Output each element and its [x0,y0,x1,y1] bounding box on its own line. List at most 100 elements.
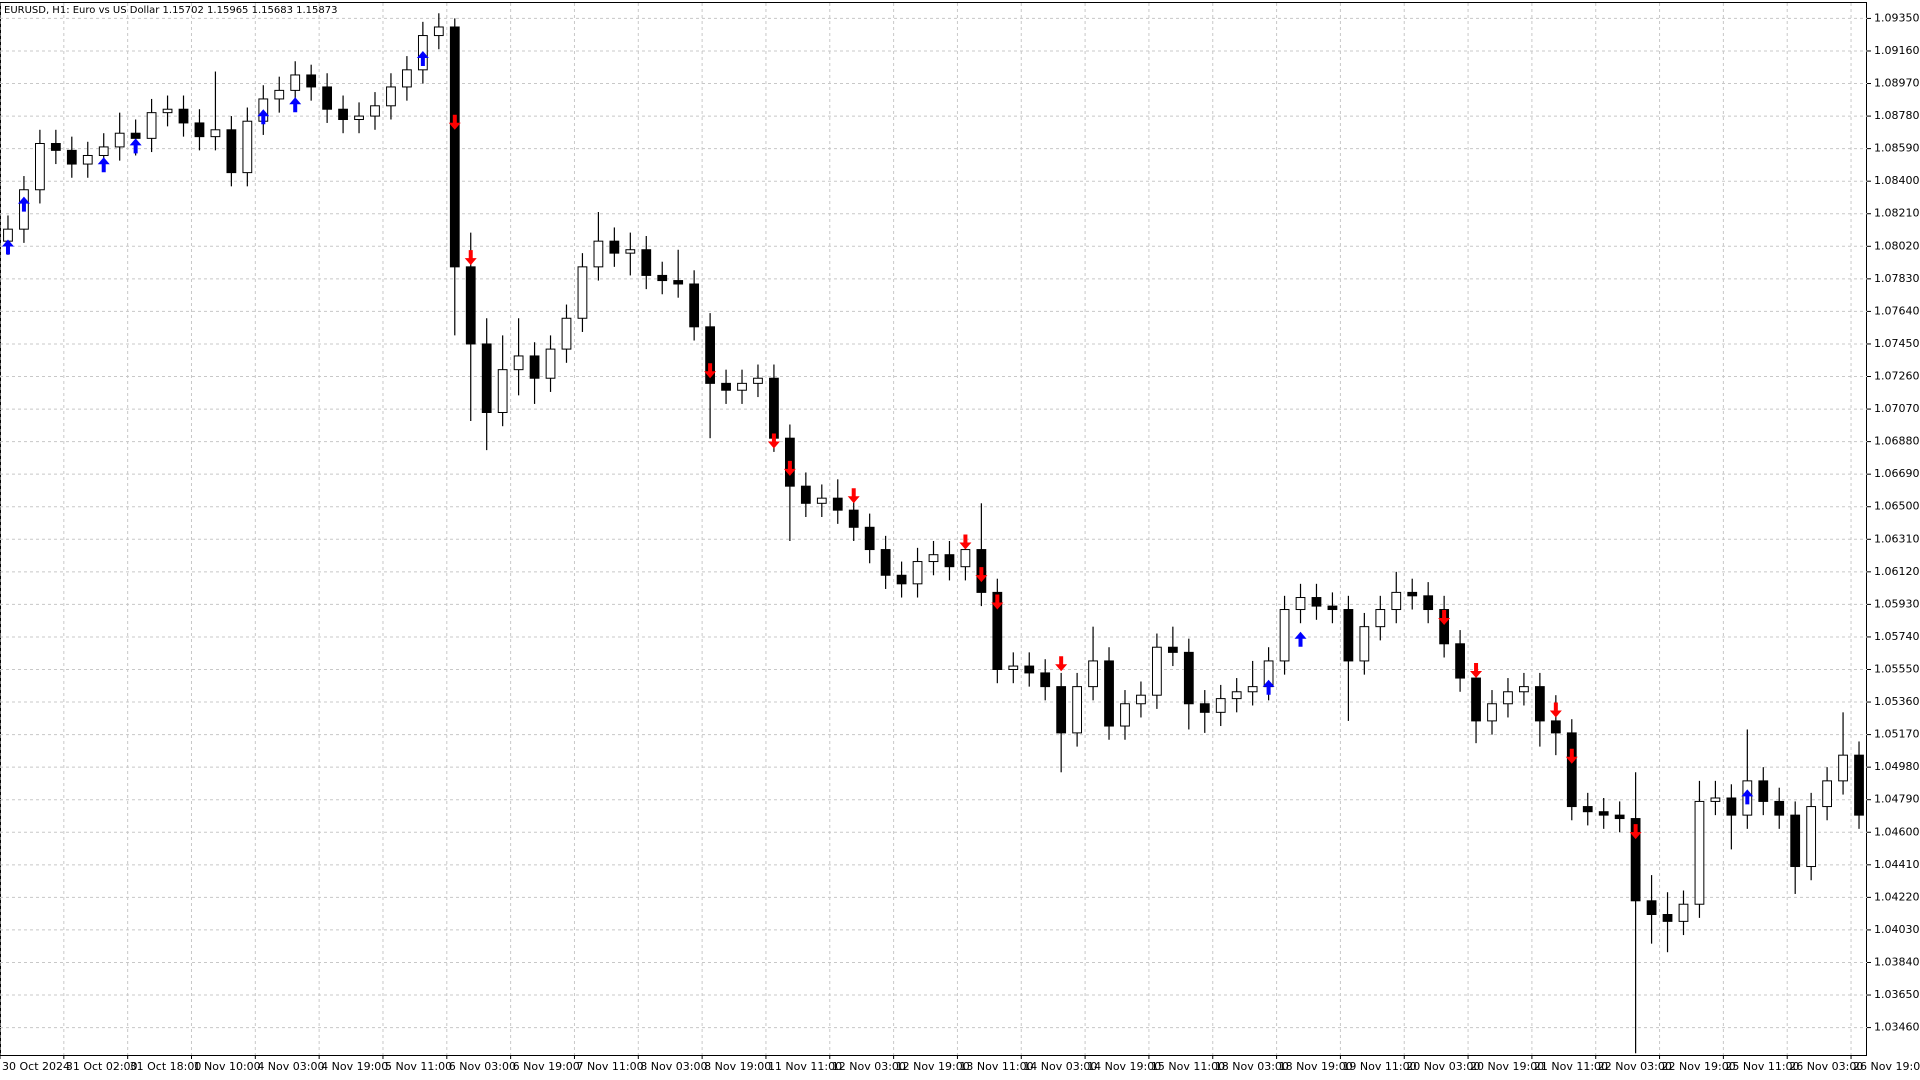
x-tick-label: 25 Nov 11:00 [1725,1060,1799,1073]
grid [0,3,1867,1055]
candle-body [609,240,620,254]
y-tick-label: 1.05360 [1874,695,1920,708]
candle-body [944,554,955,568]
buy-arrow [1741,789,1754,805]
candle-body [130,132,141,139]
x-tick-label: 8 Nov 19:00 [704,1060,771,1073]
y-tick-label: 1.06120 [1874,565,1920,578]
y-tick-label: 1.07830 [1874,272,1920,285]
candle-body [593,240,604,268]
candle-body [274,89,285,100]
candle-body [1311,597,1322,607]
x-tick-label: 22 Nov 03:00 [1598,1060,1672,1073]
x-tick-label: 13 Nov 11:00 [959,1060,1033,1073]
x-tick-label: 11 Nov 11:00 [768,1060,842,1073]
candle-body [657,274,668,282]
candle-body [561,317,572,350]
candle-body [210,129,221,138]
candle-body [98,146,109,156]
candle-body [1391,591,1402,611]
x-tick-label: 7 Nov 11:00 [576,1060,643,1073]
y-tick-label: 1.08780 [1874,109,1920,122]
candle-body [705,326,715,384]
candle-body [1439,609,1450,645]
candle-body [1040,672,1051,688]
candle-body [370,105,380,117]
y-tick-label: 1.05740 [1874,630,1920,643]
candle-body [769,377,779,439]
y-tick-label: 1.05930 [1874,597,1920,610]
y-tick-label: 1.07640 [1874,304,1920,317]
candle-body [1024,665,1035,674]
candle-body [1231,691,1242,700]
y-tick-label: 1.04790 [1874,793,1920,806]
x-tick-label: 4 Nov 19:00 [321,1060,388,1073]
x-tick-label: 31 Oct 02:00 [66,1060,138,1073]
x-tick-label: 6 Nov 03:00 [449,1060,516,1073]
buy-arrow [97,157,110,173]
candle-body [1726,797,1737,816]
candle-body [1104,660,1114,727]
buy-arrow [289,97,302,113]
candle-body [577,266,588,319]
candle-body [306,74,317,88]
candle-body [832,497,843,511]
sell-arrow [1629,824,1642,840]
candle-body [1199,703,1210,713]
x-tick-label: 5 Nov 11:00 [385,1060,452,1073]
candle-body [896,574,907,585]
y-tick-label: 1.08400 [1874,174,1920,187]
sell-arrow [975,567,988,583]
candle-body [1566,732,1577,808]
candle-body [721,382,731,391]
candle-body [641,249,652,276]
x-tick-label: 21 Nov 11:00 [1534,1060,1608,1073]
y-tick-label: 1.06310 [1874,532,1920,545]
candle-body [529,355,540,379]
candle-body [1471,677,1481,722]
candle-body [1854,754,1864,816]
sell-arrow [704,363,717,379]
x-tick-label: 18 Nov 03:00 [1215,1060,1289,1073]
candle-body [1806,806,1817,868]
x-tick-label: 22 Nov 19:00 [1662,1060,1736,1073]
candle-body [226,129,237,174]
sell-arrow [1438,609,1451,625]
y-tick-label: 1.06690 [1874,467,1920,480]
buy-arrow [257,109,270,125]
candle-body [1678,903,1689,922]
x-tick-label: 19 Nov 11:00 [1342,1060,1416,1073]
candle-body [338,108,348,121]
y-tick-label: 1.07070 [1874,402,1920,415]
y-tick-label: 1.03840 [1874,955,1920,968]
sell-arrow [1470,663,1483,679]
candle-body [322,86,333,110]
x-tick-label: 14 Nov 03:00 [1023,1060,1097,1073]
candle-body [1822,780,1832,808]
marks [1,13,1864,1054]
candle-body [481,343,492,413]
candle-body [1152,646,1162,696]
candle-body [1120,703,1130,727]
candle-body [290,74,301,91]
candle-body [66,149,77,165]
y-tick-label: 1.04600 [1874,825,1920,838]
candle-body [194,122,205,138]
sell-arrow [1549,702,1562,718]
x-tick-label: 6 Nov 19:00 [513,1060,580,1073]
candle-body [545,348,556,379]
candle-body [1343,609,1354,662]
candle-body [1710,797,1721,802]
candle-body [1838,754,1848,782]
candle-body [35,142,45,191]
y-tick-label: 1.03460 [1874,1021,1920,1034]
candle-body [1279,609,1290,662]
candle-body [912,561,923,585]
candle-body [114,132,125,148]
y-tick-label: 1.04410 [1874,858,1920,871]
sell-arrow [1565,748,1578,764]
candle-body [162,108,173,114]
candle-body [1582,806,1593,813]
candle-body [992,591,1003,670]
